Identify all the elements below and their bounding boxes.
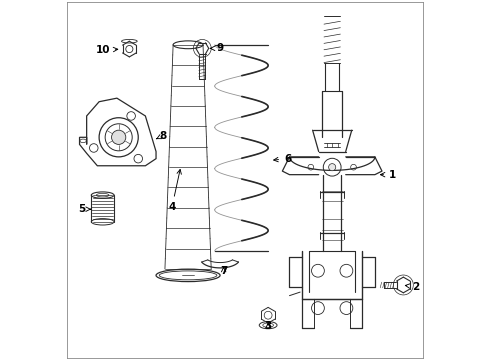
Text: 1: 1 (380, 170, 396, 180)
Text: 9: 9 (210, 43, 223, 53)
Text: 2: 2 (405, 282, 419, 292)
Text: 4: 4 (169, 170, 181, 212)
Circle shape (112, 130, 126, 144)
Text: 10: 10 (96, 45, 118, 55)
Text: 6: 6 (274, 154, 292, 164)
Text: 3: 3 (265, 321, 272, 331)
Text: 5: 5 (78, 204, 91, 214)
Circle shape (329, 164, 336, 171)
Text: 8: 8 (157, 131, 167, 140)
Text: 7: 7 (220, 266, 227, 276)
